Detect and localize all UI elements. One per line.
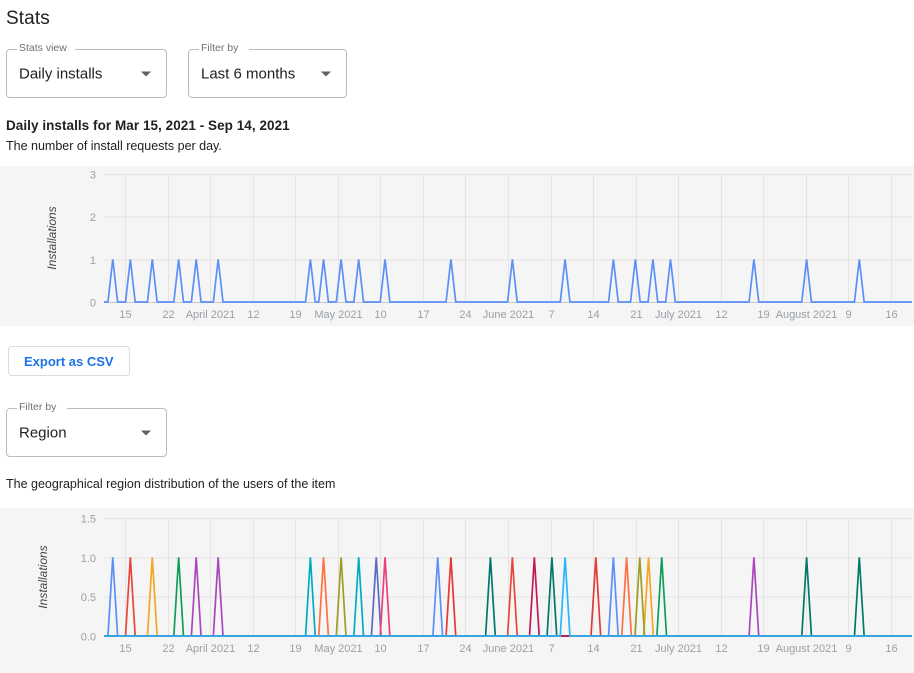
y-tick-label: 0 [90,298,96,310]
x-tick-label: 12 [247,309,259,321]
filter-by-region-label: Filter by [19,401,57,413]
x-tick-label: 16 [885,309,897,321]
x-tick-label: 10 [374,643,386,655]
x-tick-label: April 2021 [186,309,236,321]
x-tick-label: June 2021 [483,309,534,321]
x-tick-label: 19 [757,643,769,655]
x-tick-label: 15 [119,643,131,655]
chevron-down-icon[interactable] [141,430,151,435]
chevron-down-icon[interactable] [141,71,151,76]
filter-by-period-select[interactable]: Filter by Last 6 months [188,42,347,98]
x-tick-label: 19 [757,309,769,321]
y-tick-label: 2 [90,212,96,224]
series-line [104,557,912,637]
x-tick-label: 15 [119,309,131,321]
select-outline-notch [17,407,67,409]
x-tick-label: 17 [417,643,429,655]
series-line [104,259,912,303]
x-tick-label: 21 [630,309,642,321]
select-outline-notch [199,48,249,50]
chevron-down-icon[interactable] [321,71,331,76]
daily-installs-chart: Installations 0 1 2 3 15 22 April 2021 12 19 May 2… [0,166,914,326]
x-tick-label: 9 [845,309,851,321]
filter-by-region-select[interactable]: Filter by Region [6,401,167,457]
region-distribution-chart-svg: Installations 0.0 0.5 1.0 1.5 15 22 April 2021 1… [36,514,912,655]
y-axis-title: Installations [45,206,59,269]
x-tick-label: 24 [459,309,471,321]
y-tick-label: 1.5 [81,514,96,526]
export-row: Export as CSV [0,326,914,376]
x-tick-label: 10 [374,309,386,321]
export-as-csv-button[interactable]: Export as CSV [8,346,130,376]
y-tick-label: 3 [90,170,96,182]
x-tick-label: 22 [162,309,174,321]
daily-installs-heading: Daily installs for Mar 15, 2021 - Sep 14… [6,118,290,133]
y-tick-label: 0.5 [81,592,96,604]
x-tick-label: 7 [548,643,554,655]
x-tick-label: 24 [459,643,471,655]
x-tick-label: 9 [845,643,851,655]
x-tick-label: 14 [587,643,599,655]
y-axis-title: Installations [36,545,50,608]
x-tick-label: July 2021 [655,643,702,655]
region-distribution-chart: Installations 0.0 0.5 1.0 1.5 15 22 April 2021 1… [0,508,914,673]
y-tick-label: 1 [90,255,96,267]
y-tick-label: 0.0 [81,632,96,644]
x-tick-label: May 2021 [314,643,362,655]
x-tick-label: 22 [162,643,174,655]
stats-view-label: Stats view [19,42,67,54]
x-tick-label: July 2021 [655,309,702,321]
x-tick-label: June 2021 [483,643,534,655]
x-tick-label: August 2021 [776,309,838,321]
page-title: Stats [6,8,50,29]
x-tick-label: 7 [548,309,554,321]
stats-view-select[interactable]: Stats view Daily installs [6,42,167,98]
select-outline-notch [17,48,75,50]
x-tick-label: April 2021 [186,643,236,655]
x-tick-label: August 2021 [776,643,838,655]
x-tick-label: 17 [417,309,429,321]
series-line [104,557,912,637]
region-distribution-caption: The geographical region distribution of … [6,477,336,491]
x-tick-label: 21 [630,643,642,655]
filter-by-period-label: Filter by [201,42,239,54]
stats-view-value: Daily installs [19,65,103,82]
daily-installs-caption: The number of install requests per day. [6,139,222,153]
x-tick-label: 19 [289,309,301,321]
filter-by-period-value: Last 6 months [201,65,296,82]
y-tick-label: 1.0 [81,553,96,565]
x-tick-label: 16 [885,643,897,655]
region-filter-row: Filter by Region [0,376,914,457]
x-tick-label: 19 [289,643,301,655]
filter-by-region-value: Region [19,424,67,441]
series-line [104,557,912,637]
x-tick-label: 12 [247,643,259,655]
x-tick-label: 12 [715,309,727,321]
x-tick-label: 12 [715,643,727,655]
stats-filters-row: Stats view Daily installs Filter by Last… [0,30,914,98]
x-tick-label: 14 [587,309,599,321]
x-tick-label: May 2021 [314,309,362,321]
